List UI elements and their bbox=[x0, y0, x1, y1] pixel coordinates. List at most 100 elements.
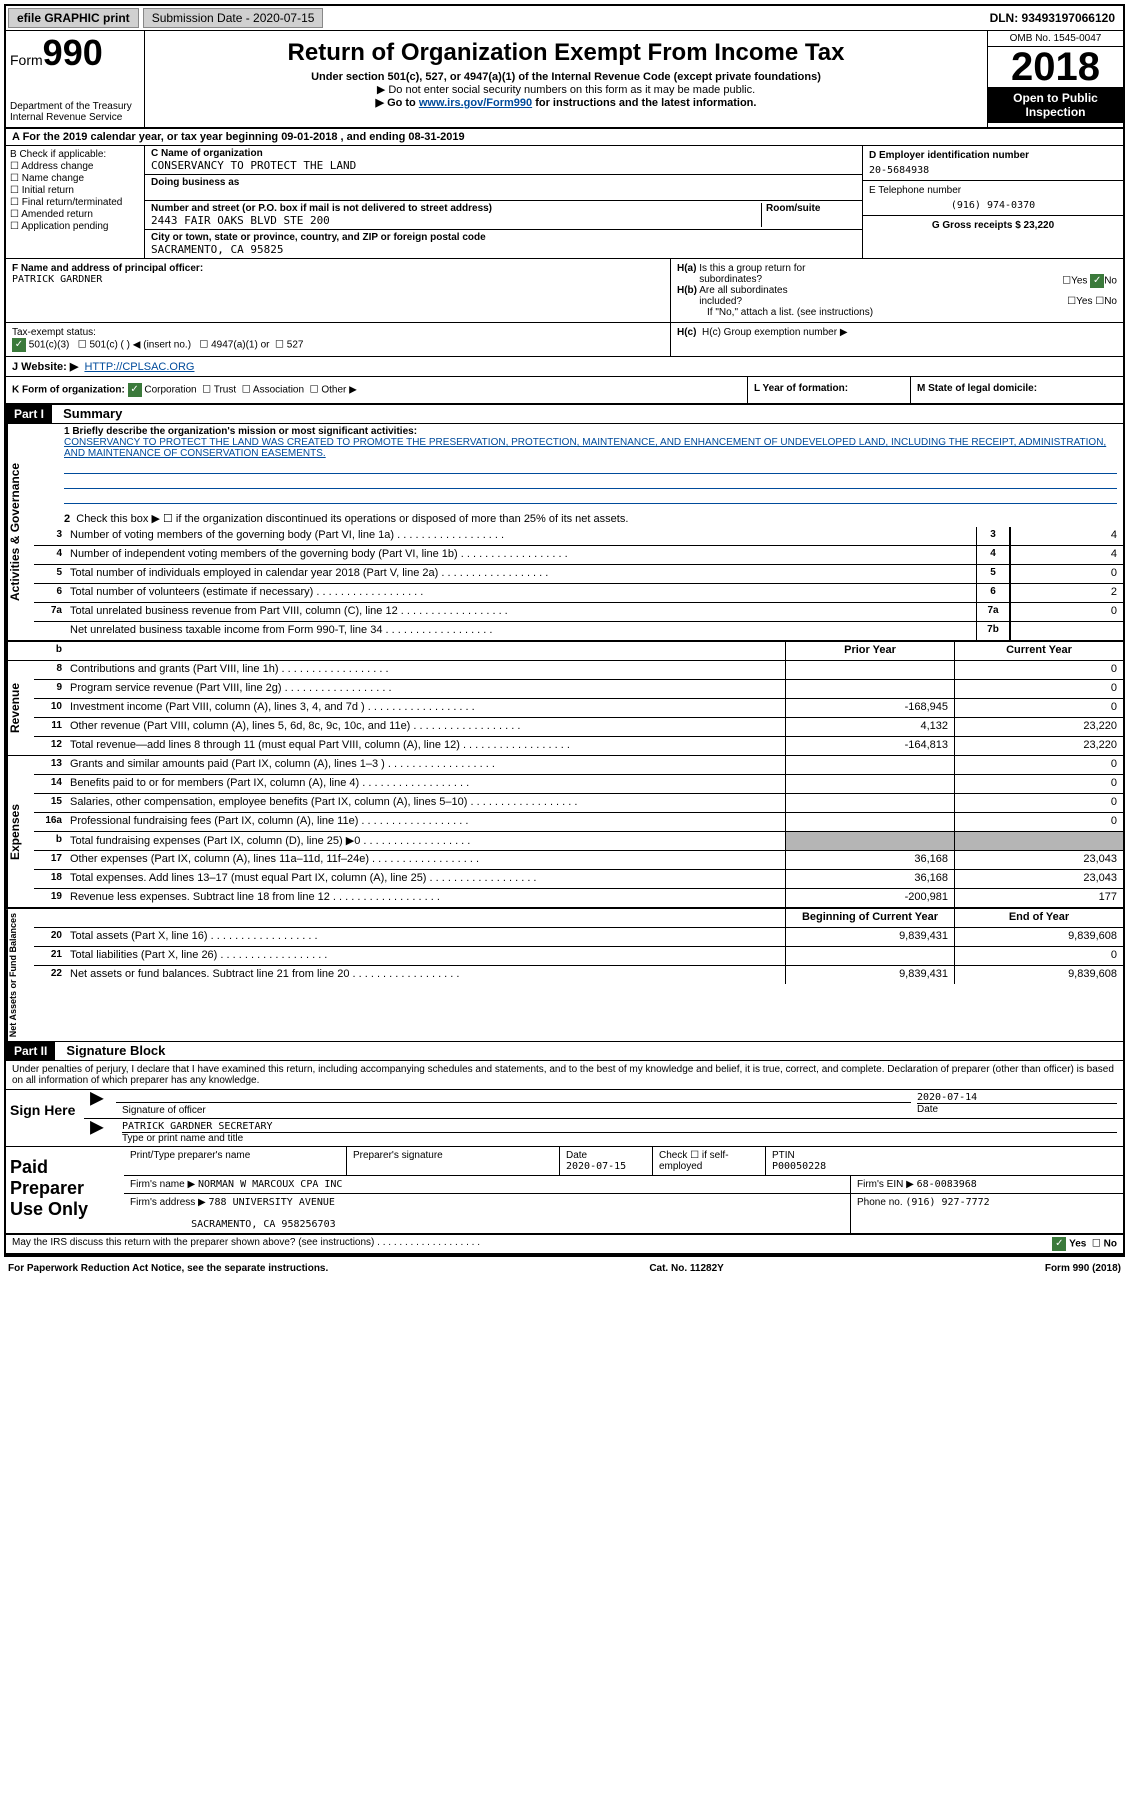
irs-gov-link[interactable]: www.irs.gov/Form990 bbox=[419, 97, 532, 109]
end-year-header: End of Year bbox=[954, 909, 1123, 927]
line-desc: Contributions and grants (Part VIII, lin… bbox=[66, 661, 785, 679]
curr-val: 0 bbox=[954, 680, 1123, 698]
open-public-badge: Open to Public Inspection bbox=[988, 87, 1123, 123]
addr-change-check[interactable]: ☐ Address change bbox=[10, 161, 140, 172]
line-num: 21 bbox=[34, 947, 66, 965]
line-num: 22 bbox=[34, 966, 66, 984]
line-box: 5 bbox=[976, 565, 1010, 583]
line-num: 18 bbox=[34, 870, 66, 888]
declaration-text: Under penalties of perjury, I declare th… bbox=[6, 1061, 1123, 1089]
line-num: 7a bbox=[34, 603, 66, 621]
prior-val bbox=[785, 756, 954, 774]
line-num: 3 bbox=[34, 527, 66, 545]
curr-val: 23,220 bbox=[954, 718, 1123, 736]
city-label: City or town, state or province, country… bbox=[151, 232, 856, 243]
line-num: 9 bbox=[34, 680, 66, 698]
curr-val: 23,220 bbox=[954, 737, 1123, 755]
website-row: J Website: ▶ HTTP://CPLSAC.ORG bbox=[6, 357, 1123, 377]
top-bar: efile GRAPHIC print Submission Date - 20… bbox=[6, 6, 1123, 31]
hc-row: H(c) H(c) Group exemption number ▶ bbox=[677, 327, 1117, 338]
line-desc: Grants and similar amounts paid (Part IX… bbox=[66, 756, 785, 774]
line-num: 6 bbox=[34, 584, 66, 602]
line-val: 0 bbox=[1010, 565, 1123, 583]
app-pending-check[interactable]: ☐ Application pending bbox=[10, 221, 140, 232]
line-num bbox=[34, 622, 66, 640]
initial-return-check[interactable]: ☐ Initial return bbox=[10, 185, 140, 196]
line-box: 7a bbox=[976, 603, 1010, 621]
part1-header: Part I bbox=[6, 405, 52, 423]
check-applicable-label: B Check if applicable: bbox=[10, 149, 140, 160]
line-num: 17 bbox=[34, 851, 66, 869]
501c3-check[interactable]: ✓ bbox=[12, 338, 26, 352]
line-num: 13 bbox=[34, 756, 66, 774]
curr-val: 23,043 bbox=[954, 851, 1123, 869]
paid-preparer-label: Paid Preparer Use Only bbox=[6, 1147, 124, 1233]
line-num: 10 bbox=[34, 699, 66, 717]
address: 2443 FAIR OAKS BLVD STE 200 bbox=[151, 214, 761, 227]
side-activities: Activities & Governance bbox=[6, 424, 34, 640]
line-desc: Total number of individuals employed in … bbox=[66, 565, 976, 583]
subtitle-2: ▶ Do not enter social security numbers o… bbox=[149, 83, 983, 96]
line-num: 16a bbox=[34, 813, 66, 831]
form-990-container: efile GRAPHIC print Submission Date - 20… bbox=[4, 4, 1125, 1257]
name-change-check[interactable]: ☐ Name change bbox=[10, 173, 140, 184]
prior-val bbox=[785, 832, 954, 850]
curr-val: 9,839,608 bbox=[954, 928, 1123, 946]
line-num: 11 bbox=[34, 718, 66, 736]
cat-no: Cat. No. 11282Y bbox=[649, 1263, 723, 1274]
website-link[interactable]: HTTP://CPLSAC.ORG bbox=[84, 361, 194, 373]
tax-year: 2018 bbox=[988, 47, 1123, 87]
final-return-check[interactable]: ☐ Final return/terminated bbox=[10, 197, 140, 208]
prior-val bbox=[785, 813, 954, 831]
part2-header: Part II bbox=[6, 1042, 55, 1060]
mission-text: CONSERVANCY TO PROTECT THE LAND WAS CREA… bbox=[64, 437, 1106, 459]
line-desc: Program service revenue (Part VIII, line… bbox=[66, 680, 785, 698]
line-val bbox=[1010, 622, 1123, 640]
side-netassets: Net Assets or Fund Balances bbox=[6, 909, 34, 1041]
line-val: 0 bbox=[1010, 603, 1123, 621]
prep-name-label: Print/Type preparer's name bbox=[124, 1147, 347, 1175]
prior-val: -168,945 bbox=[785, 699, 954, 717]
irs-label: Internal Revenue Service bbox=[10, 112, 140, 123]
line-num: b bbox=[34, 832, 66, 850]
self-employed-check[interactable]: Check ☐ if self-employed bbox=[653, 1147, 766, 1175]
amended-return-check[interactable]: ☐ Amended return bbox=[10, 209, 140, 220]
discuss-yes[interactable]: ✓ bbox=[1052, 1237, 1066, 1251]
line-desc: Net unrelated business taxable income fr… bbox=[66, 622, 976, 640]
line1-label: 1 Briefly describe the organization's mi… bbox=[64, 426, 417, 437]
line-box: 3 bbox=[976, 527, 1010, 545]
prior-val bbox=[785, 775, 954, 793]
prior-val bbox=[785, 947, 954, 965]
subtitle-1: Under section 501(c), 527, or 4947(a)(1)… bbox=[149, 71, 983, 83]
section-b-k: B Check if applicable: ☐ Address change … bbox=[6, 146, 1123, 259]
line-box: 4 bbox=[976, 546, 1010, 564]
line-num: 12 bbox=[34, 737, 66, 755]
curr-val bbox=[954, 832, 1123, 850]
efile-button[interactable]: efile GRAPHIC print bbox=[8, 8, 139, 28]
org-name: CONSERVANCY TO PROTECT THE LAND bbox=[151, 159, 856, 172]
form-org-row: K Form of organization: ✓ Corporation ☐ … bbox=[6, 377, 748, 403]
prior-val: -164,813 bbox=[785, 737, 954, 755]
line-desc: Revenue less expenses. Subtract line 18 … bbox=[66, 889, 785, 907]
line-num: 5 bbox=[34, 565, 66, 583]
prior-val: 9,839,431 bbox=[785, 928, 954, 946]
room-label: Room/suite bbox=[766, 203, 856, 214]
line-desc: Total expenses. Add lines 13–17 (must eq… bbox=[66, 870, 785, 888]
submission-date-button[interactable]: Submission Date - 2020-07-15 bbox=[143, 8, 324, 28]
line-desc: Number of voting members of the governin… bbox=[66, 527, 976, 545]
prior-year-header: Prior Year bbox=[785, 642, 954, 660]
prep-sig-label: Preparer's signature bbox=[347, 1147, 560, 1175]
line-desc: Other expenses (Part IX, column (A), lin… bbox=[66, 851, 785, 869]
line-desc: Total liabilities (Part X, line 26) bbox=[66, 947, 785, 965]
org-name-label: C Name of organization bbox=[151, 148, 856, 159]
gross-receipts: G Gross receipts $ 23,220 bbox=[869, 220, 1117, 231]
firm-name: NORMAN W MARCOUX CPA INC bbox=[198, 1179, 343, 1190]
prior-val: 9,839,431 bbox=[785, 966, 954, 984]
line-desc: Other revenue (Part VIII, column (A), li… bbox=[66, 718, 785, 736]
line-box: 6 bbox=[976, 584, 1010, 602]
line2-text: Check this box ▶ ☐ if the organization d… bbox=[76, 513, 628, 525]
line-num: 8 bbox=[34, 661, 66, 679]
line-desc: Salaries, other compensation, employee b… bbox=[66, 794, 785, 812]
form-title: Return of Organization Exempt From Incom… bbox=[149, 39, 983, 67]
line-val: 4 bbox=[1010, 546, 1123, 564]
